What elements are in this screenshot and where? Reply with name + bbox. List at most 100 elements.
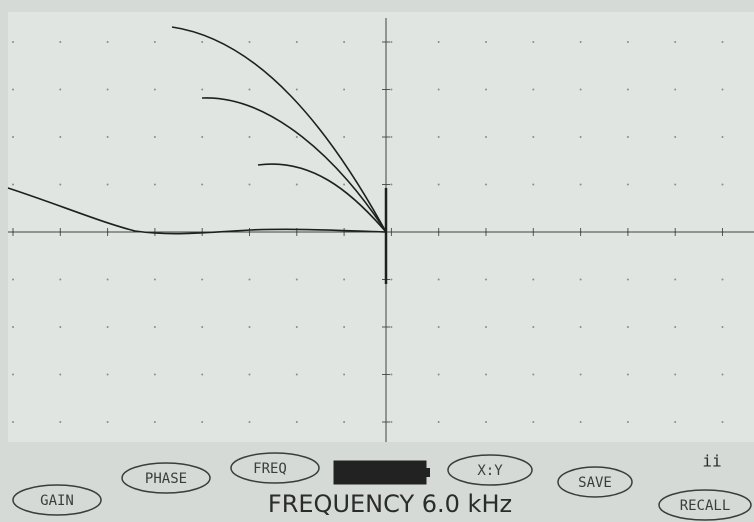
grid-dot — [12, 374, 14, 376]
grid-dot — [390, 184, 392, 186]
grid-dot — [580, 136, 582, 138]
button-label[interactable]: SAVE — [578, 475, 612, 491]
grid-dot — [532, 89, 534, 91]
grid-dot — [107, 421, 109, 423]
grid-dot — [107, 326, 109, 328]
grid-dot — [580, 279, 582, 281]
grid-dot — [674, 184, 676, 186]
grid-dot — [249, 326, 251, 328]
grid-dot — [107, 41, 109, 43]
grid-dot — [154, 374, 156, 376]
grid-dot — [722, 136, 724, 138]
grid-dot — [580, 421, 582, 423]
grid-dot — [627, 421, 629, 423]
grid-dot — [59, 41, 61, 43]
grid-dot — [343, 279, 345, 281]
grid-dot — [627, 374, 629, 376]
grid-dot — [12, 279, 14, 281]
grid-dot — [59, 279, 61, 281]
grid-dot — [532, 421, 534, 423]
battery-tip — [426, 468, 430, 477]
grid-dot — [343, 326, 345, 328]
grid-dot — [627, 279, 629, 281]
grid-dot — [201, 136, 203, 138]
grid-dot — [343, 89, 345, 91]
grid-dot — [296, 136, 298, 138]
grid-dot — [627, 89, 629, 91]
grid-dot — [485, 421, 487, 423]
grid-dot — [438, 421, 440, 423]
grid-dot — [59, 136, 61, 138]
grid-dot — [390, 374, 392, 376]
grid-dot — [532, 41, 534, 43]
button-label[interactable]: RECALL — [680, 498, 731, 514]
grid-dot — [390, 279, 392, 281]
button-label[interactable]: PHASE — [145, 471, 187, 487]
grid-dot — [59, 326, 61, 328]
grid-dot — [249, 184, 251, 186]
battery-gauge — [334, 461, 426, 484]
grid-dot — [674, 136, 676, 138]
grid-dot — [438, 326, 440, 328]
grid-dot — [722, 184, 724, 186]
grid-dot — [107, 279, 109, 281]
status-indicator: ii — [702, 452, 721, 471]
grid-dot — [485, 136, 487, 138]
grid-dot — [674, 374, 676, 376]
grid-dot — [154, 326, 156, 328]
grid-dot — [59, 184, 61, 186]
grid-dot — [485, 279, 487, 281]
grid-dot — [390, 421, 392, 423]
grid-dot — [627, 184, 629, 186]
grid-dot — [674, 279, 676, 281]
grid-dot — [201, 184, 203, 186]
grid-dot — [485, 89, 487, 91]
grid-dot — [438, 374, 440, 376]
grid-dot — [107, 374, 109, 376]
grid-dot — [201, 421, 203, 423]
button-label[interactable]: X:Y — [477, 463, 503, 479]
grid-dot — [485, 184, 487, 186]
grid-dot — [107, 184, 109, 186]
grid-dot — [722, 374, 724, 376]
grid-dot — [201, 279, 203, 281]
grid-dot — [343, 41, 345, 43]
grid-dot — [438, 184, 440, 186]
grid-dot — [674, 326, 676, 328]
grid-dot — [296, 89, 298, 91]
grid-dot — [532, 184, 534, 186]
grid-dot — [296, 41, 298, 43]
grid-dot — [580, 89, 582, 91]
grid-dot — [580, 374, 582, 376]
grid-dot — [249, 136, 251, 138]
grid-dot — [722, 326, 724, 328]
grid-dot — [59, 89, 61, 91]
grid-dot — [296, 326, 298, 328]
grid-dot — [390, 41, 392, 43]
grid-dot — [107, 89, 109, 91]
grid-dot — [580, 41, 582, 43]
grid-dot — [627, 326, 629, 328]
grid-dot — [59, 374, 61, 376]
grid-dot — [296, 279, 298, 281]
button-label[interactable]: GAIN — [40, 493, 74, 509]
grid-dot — [201, 374, 203, 376]
frequency-readout: FREQUENCY 6.0 kHz — [268, 490, 512, 518]
grid-dot — [249, 279, 251, 281]
grid-dot — [296, 421, 298, 423]
button-label[interactable]: FREQ — [253, 461, 287, 477]
grid-dot — [201, 326, 203, 328]
grid-dot — [532, 279, 534, 281]
grid-dot — [674, 41, 676, 43]
grid-dot — [296, 184, 298, 186]
grid-dot — [532, 374, 534, 376]
grid-dot — [438, 279, 440, 281]
grid-dot — [154, 279, 156, 281]
grid-dot — [154, 421, 156, 423]
grid-dot — [12, 89, 14, 91]
grid-dot — [580, 326, 582, 328]
grid-dot — [438, 41, 440, 43]
grid-dot — [485, 374, 487, 376]
grid-dot — [249, 41, 251, 43]
grid-dot — [438, 136, 440, 138]
